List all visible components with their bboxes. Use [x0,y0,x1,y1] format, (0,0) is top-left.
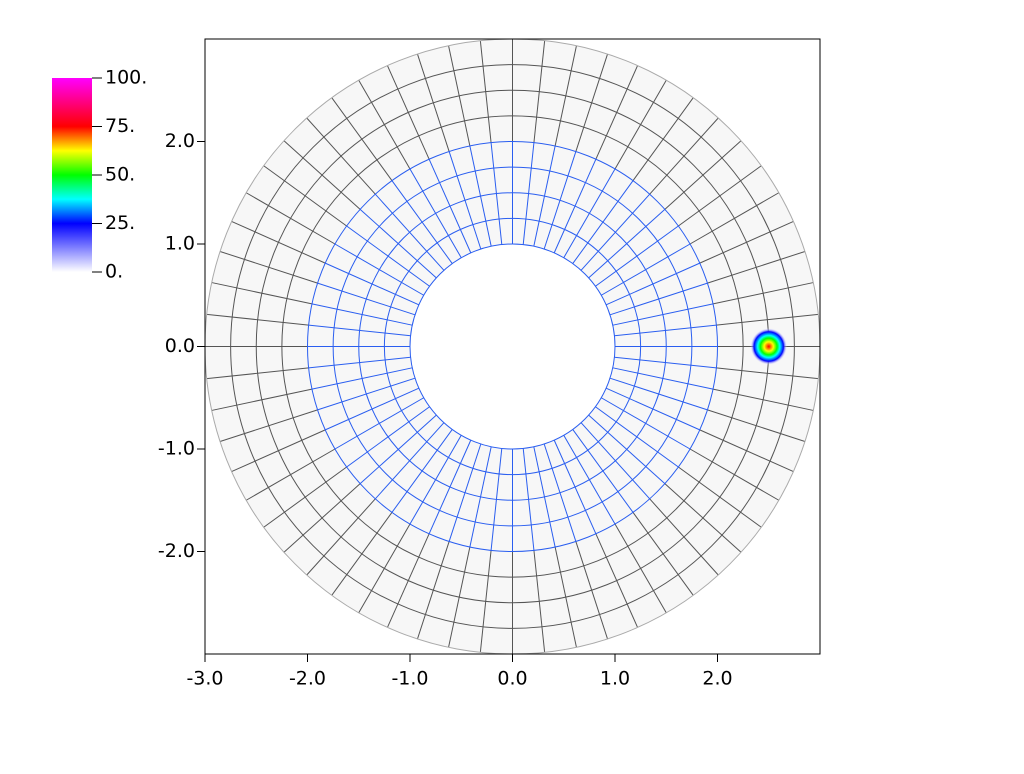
mesh [204,38,821,655]
colorbar-tick-label: 75. [105,115,135,137]
x-tick-label: 1.0 [600,668,630,690]
x-tick-label: -2.0 [289,668,326,690]
x-tick-label: -3.0 [186,668,223,690]
mesh-ring [307,141,718,552]
colorbar-tick-label: 50. [105,164,135,186]
mesh-ring [230,64,795,629]
colorbar-tick-label: 100. [105,67,147,89]
mesh-ring [281,115,744,578]
colorbar-tick-label: 0. [105,261,123,283]
mesh-ring [383,217,642,476]
mesh-background [204,38,820,655]
mesh-ring [409,243,616,450]
y-tick-label: 0.0 [165,335,195,357]
mesh-ring [332,166,693,527]
peak [750,328,788,365]
y-tick-label: 2.0 [165,130,195,152]
y-tick-label: -1.0 [158,438,195,460]
y-tick-label: 1.0 [165,233,195,255]
x-tick-label: -1.0 [391,668,428,690]
mesh-ring [358,192,667,501]
x-tick-label: 2.0 [702,668,732,690]
colorbar-tick-label: 25. [105,212,135,234]
x-tick-label: 0.0 [497,668,527,690]
y-tick-label: -2.0 [158,540,195,562]
colorbar [52,78,92,272]
